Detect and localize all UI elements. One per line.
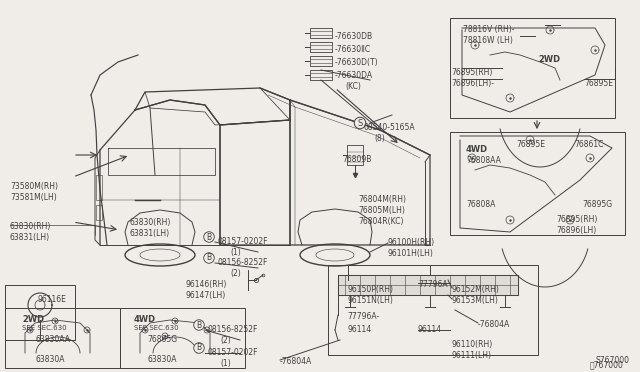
Text: 96101H(LH): 96101H(LH) <box>388 249 434 258</box>
Text: 63830AA: 63830AA <box>35 335 70 344</box>
Bar <box>310 31 332 35</box>
Text: 76895E: 76895E <box>516 140 545 149</box>
Text: 76804M(RH): 76804M(RH) <box>358 195 406 204</box>
Bar <box>310 56 332 66</box>
Text: 78816V (RH)-: 78816V (RH)- <box>463 25 515 34</box>
Bar <box>347 145 363 165</box>
Text: -76630D(T): -76630D(T) <box>335 58 379 67</box>
Text: (8): (8) <box>374 134 385 143</box>
Text: 63830(RH): 63830(RH) <box>130 218 172 227</box>
Bar <box>5 285 75 340</box>
Bar <box>96 205 102 220</box>
Text: 96114: 96114 <box>418 325 442 334</box>
Text: 63830A: 63830A <box>147 355 177 364</box>
Bar <box>310 70 332 80</box>
Text: 96153M(LH): 96153M(LH) <box>452 296 499 305</box>
Text: 76896(LH)-: 76896(LH)- <box>451 79 494 88</box>
Text: 76895(RH): 76895(RH) <box>556 215 597 224</box>
Text: 08157-0202F: 08157-0202F <box>218 237 269 246</box>
Text: 96151N(LH): 96151N(LH) <box>347 296 393 305</box>
Text: -76630DA: -76630DA <box>335 71 373 80</box>
Text: 76895G: 76895G <box>582 200 612 209</box>
Text: 2WD: 2WD <box>538 55 560 64</box>
Text: 96152M(RH): 96152M(RH) <box>452 285 500 294</box>
Text: 96150P(RH): 96150P(RH) <box>347 285 393 294</box>
Bar <box>328 265 538 355</box>
Text: 73580M(RH): 73580M(RH) <box>10 182 58 191</box>
Text: 76895E: 76895E <box>584 79 613 88</box>
Text: 77796A: 77796A <box>418 280 447 289</box>
Text: (1): (1) <box>220 359 231 368</box>
Text: 08156-8252F: 08156-8252F <box>207 325 257 334</box>
Text: 77796A-: 77796A- <box>347 312 380 321</box>
Text: 63831(LH): 63831(LH) <box>130 229 170 238</box>
Text: 76896(LH): 76896(LH) <box>556 226 596 235</box>
Bar <box>120 308 245 368</box>
Text: -76804A: -76804A <box>478 320 510 329</box>
Text: 76804R(KC): 76804R(KC) <box>358 217 403 226</box>
Text: 76808A: 76808A <box>466 200 495 209</box>
Text: -76804A: -76804A <box>280 357 312 366</box>
Text: 76809B: 76809B <box>342 155 371 164</box>
Bar <box>96 175 102 200</box>
Bar <box>450 132 625 235</box>
Text: 96147(LH): 96147(LH) <box>185 291 225 300</box>
Bar <box>5 308 120 368</box>
Text: 76861C: 76861C <box>574 140 604 149</box>
Text: B: B <box>207 253 212 263</box>
Text: S767000: S767000 <box>596 356 630 365</box>
Bar <box>450 18 615 118</box>
Text: 76865G: 76865G <box>147 335 177 344</box>
Text: 73581M(LH): 73581M(LH) <box>10 193 57 202</box>
Bar <box>310 28 332 38</box>
Text: 76805M(LH): 76805M(LH) <box>358 206 405 215</box>
Bar <box>310 59 332 63</box>
Text: SEE SEC.630: SEE SEC.630 <box>134 325 179 331</box>
Text: 63830(RH): 63830(RH) <box>10 222 51 231</box>
Text: 4WD: 4WD <box>466 145 488 154</box>
Text: 76895(RH): 76895(RH) <box>451 68 492 77</box>
Text: 08540-5165A: 08540-5165A <box>364 123 415 132</box>
Text: 㙷767000: 㙷767000 <box>590 360 624 369</box>
Text: 78816W (LH): 78816W (LH) <box>463 36 513 45</box>
Text: B: B <box>207 232 212 241</box>
Text: 08157-0202F: 08157-0202F <box>207 348 257 357</box>
Text: -76630ⅡC: -76630ⅡC <box>335 45 371 54</box>
Text: 76808AA: 76808AA <box>466 156 501 165</box>
Text: -76630DB: -76630DB <box>335 32 373 41</box>
Text: 08156-8252F: 08156-8252F <box>218 258 268 267</box>
Text: 63830A: 63830A <box>35 355 65 364</box>
Text: 96146(RH): 96146(RH) <box>185 280 227 289</box>
Text: SEE SEC.630: SEE SEC.630 <box>22 325 67 331</box>
Text: 96110(RH): 96110(RH) <box>452 340 493 349</box>
Text: 4WD: 4WD <box>134 315 156 324</box>
Text: B: B <box>196 321 202 330</box>
Text: 96116E: 96116E <box>38 295 67 304</box>
Text: (2): (2) <box>230 269 241 278</box>
Text: (2): (2) <box>220 336 231 345</box>
Text: 96114: 96114 <box>347 325 371 334</box>
Text: 96100H(RH): 96100H(RH) <box>388 238 435 247</box>
Text: 2WD: 2WD <box>22 315 44 324</box>
Text: B: B <box>196 343 202 353</box>
Bar <box>310 42 332 52</box>
Text: 63831(LH): 63831(LH) <box>10 233 50 242</box>
Bar <box>310 73 332 77</box>
Text: (KC): (KC) <box>345 82 361 91</box>
Text: (1): (1) <box>230 248 241 257</box>
Text: S: S <box>357 119 363 128</box>
Text: 96111(LH): 96111(LH) <box>452 351 492 360</box>
Bar <box>310 45 332 49</box>
